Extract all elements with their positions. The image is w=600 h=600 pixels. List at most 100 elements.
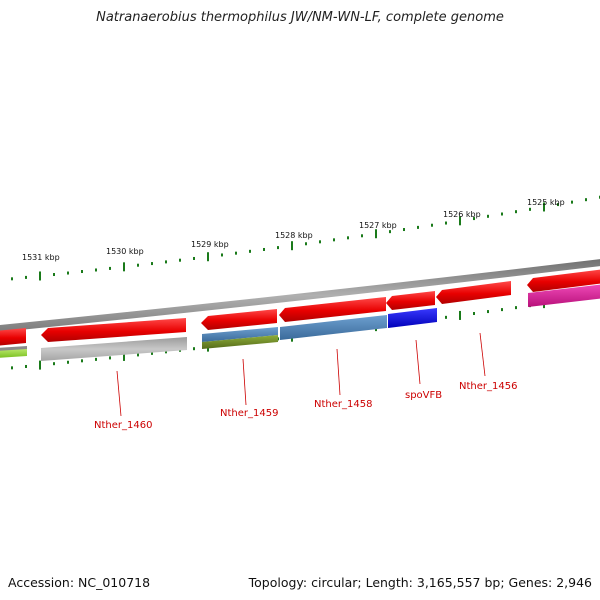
minor-tick: [67, 271, 69, 275]
minor-tick: [25, 364, 27, 368]
minor-tick: [585, 198, 587, 202]
minor-tick: [473, 312, 475, 316]
leader-nther-1458: [336, 348, 341, 396]
minor-tick: [571, 200, 573, 204]
minor-tick: [193, 347, 195, 351]
accession-text: Accession: NC_010718: [8, 575, 151, 590]
gene-forward-arrow[interactable]: [279, 297, 386, 322]
minor-tick: [277, 246, 279, 250]
minor-tick: [445, 315, 447, 319]
minor-tick: [557, 203, 559, 207]
minor-tick: [263, 247, 265, 251]
minor-tick: [25, 275, 27, 279]
scale-label-1530: 1530 kbp: [106, 247, 144, 256]
minor-tick: [431, 223, 433, 227]
major-tick: [39, 271, 41, 281]
leader-nther-1459: [242, 358, 247, 406]
scale-label-1528: 1528 kbp: [275, 231, 313, 240]
gene-label-nther-1459[interactable]: Nther_1459: [220, 408, 278, 419]
minor-tick: [109, 266, 111, 270]
minor-tick: [53, 273, 55, 277]
leader-nther-1460: [116, 370, 122, 417]
minor-tick: [137, 263, 139, 267]
minor-tick: [417, 225, 419, 229]
gene-magenta[interactable]: [528, 284, 600, 307]
minor-tick: [179, 258, 181, 262]
minor-tick: [81, 270, 83, 274]
major-tick: [123, 351, 125, 361]
gene-label-nther-1460[interactable]: Nther_1460: [94, 420, 152, 431]
scale-label-1529: 1529 kbp: [191, 240, 229, 249]
minor-tick: [445, 221, 447, 225]
major-tick: [543, 202, 545, 212]
gene-labels: Nther_1460 Nther_1459 Nther_1458 spoVFB …: [94, 381, 517, 431]
minor-tick: [11, 277, 13, 281]
minor-tick: [347, 236, 349, 240]
gene-forward-arrow[interactable]: [0, 328, 26, 346]
minor-tick: [221, 253, 223, 257]
minor-tick: [305, 242, 307, 246]
gene-spovfb[interactable]: [388, 308, 437, 328]
genome-backbone: [0, 259, 600, 332]
minor-tick: [193, 256, 195, 260]
outer-tick-ring: [11, 195, 600, 281]
minor-tick: [333, 238, 335, 242]
minor-tick: [319, 240, 321, 244]
minor-tick: [487, 214, 489, 218]
minor-tick: [67, 360, 69, 364]
gene-label-nther-1458[interactable]: Nther_1458: [314, 399, 372, 410]
gene-nther-1460[interactable]: [41, 337, 187, 361]
scale-label-1525: 1525 kbp: [527, 198, 565, 207]
minor-tick: [249, 249, 251, 253]
major-tick: [459, 310, 461, 320]
major-tick: [459, 216, 461, 226]
minor-tick: [81, 359, 83, 363]
minor-tick: [529, 207, 531, 211]
gene-forward-arrow[interactable]: [201, 309, 277, 330]
major-tick: [207, 252, 209, 262]
minor-tick: [501, 308, 503, 312]
minor-tick: [473, 217, 475, 221]
minor-tick: [515, 210, 517, 214]
minor-tick: [403, 228, 405, 232]
leader-nther-1456: [479, 332, 486, 377]
major-tick: [123, 262, 125, 272]
minor-tick: [389, 230, 391, 234]
gene-forward-arrow[interactable]: [436, 281, 511, 304]
minor-tick: [109, 356, 111, 360]
minor-tick: [501, 212, 503, 216]
scale-label-1526: 1526 kbp: [443, 210, 481, 219]
gene-label-nther-1456[interactable]: Nther_1456: [459, 381, 517, 392]
map-title: Natranaerobius thermophilus JW/NM-WN-LF,…: [96, 10, 504, 25]
minor-tick: [53, 362, 55, 366]
minor-tick: [95, 357, 97, 361]
leader-spovfb: [415, 339, 421, 385]
genome-summary-text: Topology: circular; Length: 3,165,557 bp…: [248, 575, 592, 590]
scale-label-1531: 1531 kbp: [22, 253, 60, 262]
minor-tick: [515, 306, 517, 310]
minor-tick: [95, 268, 97, 272]
minor-tick: [11, 366, 13, 370]
minor-tick: [151, 351, 153, 355]
minor-tick: [151, 262, 153, 266]
minor-tick: [361, 234, 363, 238]
gene-nther-1459-bottom[interactable]: [202, 335, 278, 349]
gene-forward-arrow[interactable]: [527, 269, 600, 292]
gene-grey[interactable]: [0, 346, 27, 351]
gene-nther-1458[interactable]: [280, 315, 387, 340]
label-leader-lines: [116, 332, 486, 417]
minor-tick: [165, 260, 167, 264]
gene-label-spovfb[interactable]: spoVFB: [405, 390, 442, 401]
major-tick: [291, 241, 293, 251]
scale-labels: 1531 kbp 1530 kbp 1529 kbp 1528 kbp 1527…: [22, 198, 565, 262]
forward-strand-genes: [0, 269, 600, 346]
gene-forward-arrow[interactable]: [386, 291, 435, 310]
minor-tick: [165, 350, 167, 354]
gene-forward-arrow[interactable]: [41, 318, 186, 342]
minor-tick: [487, 310, 489, 314]
major-tick: [39, 360, 41, 370]
scale-label-1527: 1527 kbp: [359, 221, 397, 230]
minor-tick: [137, 353, 139, 357]
gene-nther-1459-top[interactable]: [202, 327, 278, 342]
